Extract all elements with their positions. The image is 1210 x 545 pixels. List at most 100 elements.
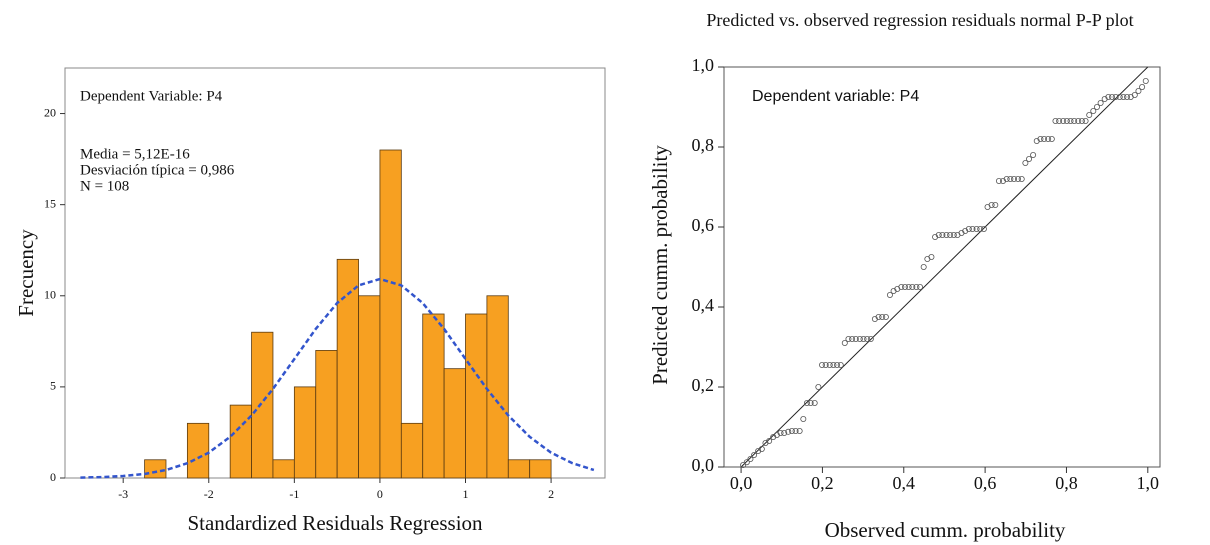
- point: [1060, 118, 1067, 125]
- point: [882, 313, 889, 320]
- point: [1048, 135, 1055, 142]
- point: [1082, 118, 1089, 125]
- point: [1135, 88, 1142, 95]
- point: [992, 201, 999, 208]
- point: [973, 225, 980, 232]
- point: [947, 231, 954, 238]
- point: [830, 361, 837, 368]
- point: [1139, 84, 1146, 91]
- point: [819, 361, 826, 368]
- point: [766, 437, 773, 444]
- y-tick-label: 10: [44, 288, 56, 302]
- point: [1101, 96, 1108, 103]
- bar: [443, 368, 466, 479]
- point: [1000, 177, 1007, 184]
- bar: [186, 422, 210, 479]
- point: [773, 431, 780, 438]
- point: [792, 427, 799, 434]
- point: [1033, 137, 1040, 144]
- point: [871, 315, 878, 322]
- point: [803, 399, 810, 406]
- point: [950, 231, 957, 238]
- x-tick-label: 0,6: [974, 473, 997, 493]
- reference-line: [740, 66, 1149, 468]
- bar: [358, 295, 381, 479]
- point: [1112, 94, 1119, 101]
- chart-title: Predicted vs. observed regression residu…: [706, 10, 1133, 30]
- x-tick-label: -3: [118, 487, 128, 501]
- x-axis-label: Observed cumm. probability: [825, 518, 1066, 542]
- annotation: Dependent Variable: P4: [80, 88, 223, 104]
- bar: [422, 313, 445, 479]
- point: [1015, 175, 1022, 182]
- x-tick-label: 1,0: [1137, 473, 1160, 493]
- point: [837, 361, 844, 368]
- point: [1131, 92, 1138, 99]
- y-tick-label: 1,0: [692, 55, 715, 75]
- point: [762, 439, 769, 446]
- x-tick-label: -2: [204, 487, 214, 501]
- point: [886, 291, 893, 298]
- bar: [293, 386, 317, 479]
- point: [841, 339, 848, 346]
- x-tick-label: 0: [377, 487, 383, 501]
- point: [898, 283, 905, 290]
- point: [1142, 78, 1149, 85]
- bar: [272, 459, 295, 479]
- point: [755, 447, 762, 454]
- point: [995, 177, 1002, 184]
- point: [1097, 100, 1104, 107]
- x-tick-label: 0,0: [730, 473, 753, 493]
- point: [958, 229, 965, 236]
- point: [1120, 94, 1127, 101]
- point: [796, 427, 803, 434]
- point: [781, 429, 788, 436]
- y-axis-label: Predicted cumm. probability: [648, 145, 672, 385]
- normal-curve: [80, 277, 595, 479]
- point: [788, 427, 795, 434]
- y-tick-label: 5: [50, 379, 56, 393]
- point: [800, 415, 807, 422]
- point: [867, 335, 874, 342]
- point: [1071, 118, 1078, 125]
- point: [834, 361, 841, 368]
- point: [1010, 175, 1017, 182]
- point: [845, 335, 852, 342]
- plot-frame: [723, 66, 1161, 468]
- y-axis-label: Frecuency: [14, 229, 38, 317]
- point: [932, 233, 939, 240]
- y-tick-label: 20: [44, 105, 56, 119]
- point: [1026, 155, 1033, 162]
- point: [1086, 112, 1093, 119]
- bar: [529, 459, 552, 479]
- x-tick-label: 1: [463, 487, 469, 501]
- point: [860, 335, 867, 342]
- point: [980, 225, 987, 232]
- point: [1075, 118, 1082, 125]
- point: [1007, 175, 1014, 182]
- point: [920, 263, 927, 270]
- bar: [336, 258, 359, 479]
- y-tick-label: 15: [44, 196, 56, 210]
- point: [943, 231, 950, 238]
- bar: [251, 331, 274, 479]
- point: [811, 399, 818, 406]
- point: [856, 335, 863, 342]
- bar: [379, 149, 402, 479]
- point: [822, 361, 829, 368]
- point: [1022, 159, 1029, 166]
- y-tick-label: 0,8: [692, 135, 715, 155]
- point: [743, 459, 750, 466]
- point: [751, 451, 758, 458]
- point: [909, 283, 916, 290]
- point: [864, 335, 871, 342]
- annotation: Media = 5,12E-16: [80, 146, 190, 162]
- point: [1030, 151, 1037, 158]
- point: [1037, 135, 1044, 142]
- point: [977, 225, 984, 232]
- point: [747, 455, 754, 462]
- point: [1093, 104, 1100, 111]
- x-axis-label: Standardized Residuals Regression: [187, 511, 483, 535]
- y-tick-label: 0: [50, 470, 56, 484]
